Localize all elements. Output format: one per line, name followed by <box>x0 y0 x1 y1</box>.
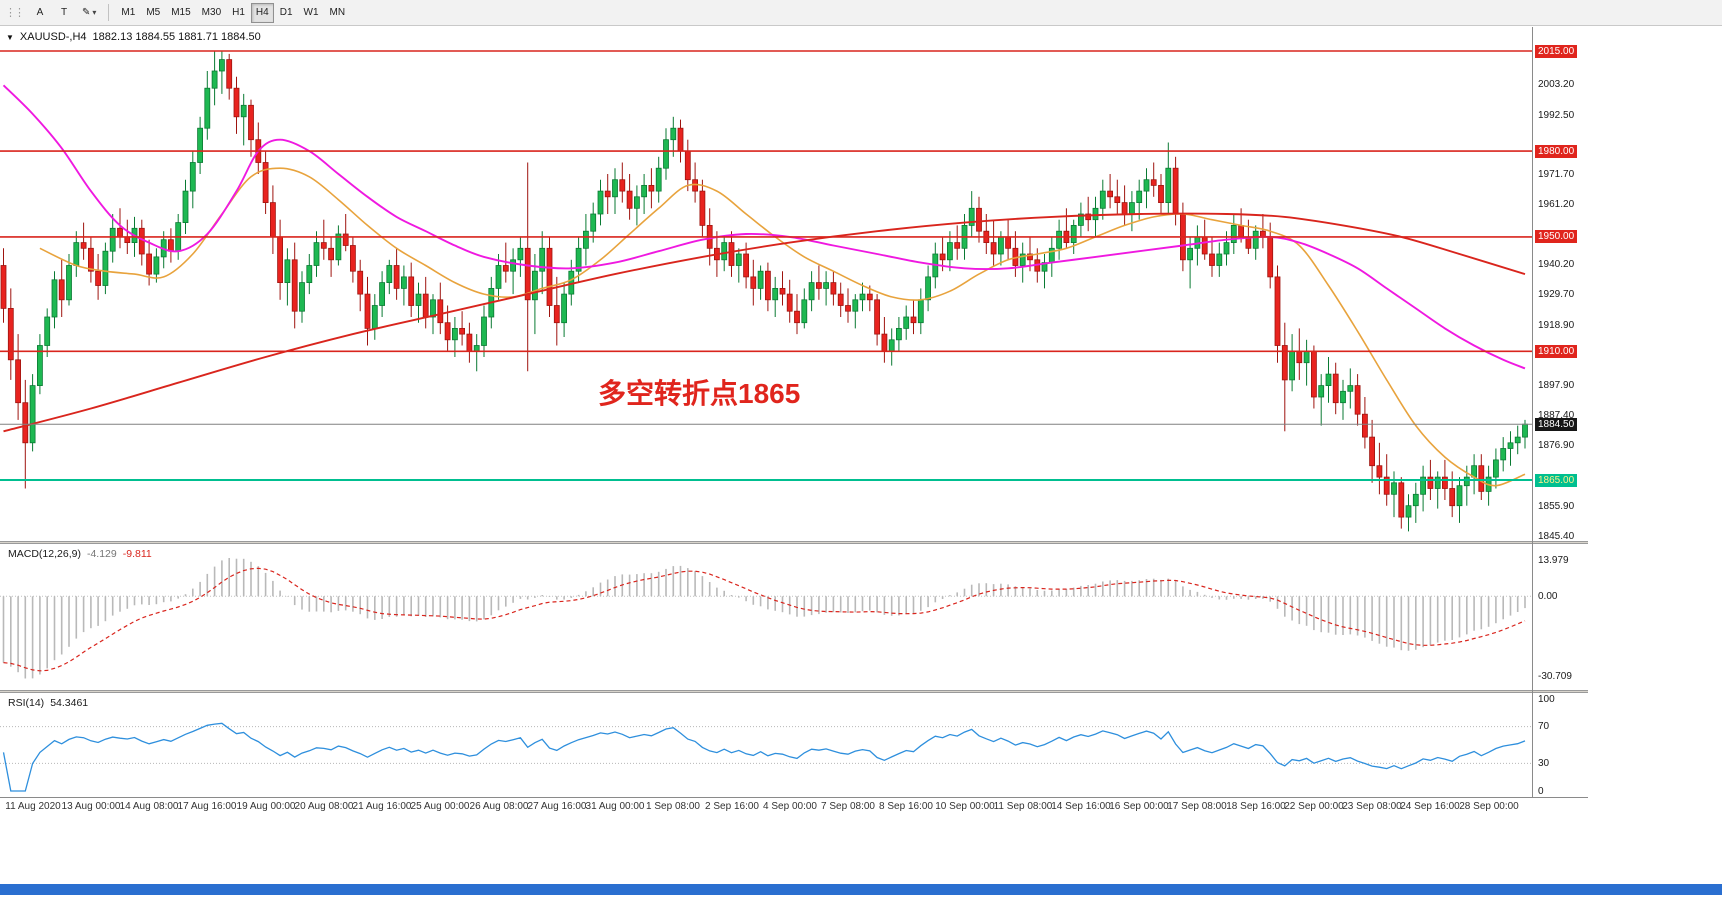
rsi-label: RSI(14) 54.3461 <box>8 697 88 709</box>
time-axis-border <box>0 797 1588 798</box>
text-tool-button[interactable]: A <box>29 3 51 23</box>
timeframe-button-mn[interactable]: MN <box>325 3 351 23</box>
macd-panel-canvas[interactable] <box>0 544 1532 690</box>
rsi-panel-canvas[interactable] <box>0 693 1532 797</box>
rsi-axis-label: 30 <box>1538 758 1550 769</box>
macd-axis-label: -30.709 <box>1538 671 1572 682</box>
time-axis-label: 24 Sep 16:00 <box>1400 801 1460 812</box>
macd-signal-value: -9.811 <box>122 548 152 560</box>
time-axis-label: 16 Sep 00:00 <box>1109 801 1169 812</box>
panel-splitter[interactable] <box>0 541 1588 544</box>
chart-title: ▼ XAUUSD-,H4 1882.13 1884.55 1881.71 188… <box>6 31 261 43</box>
price-axis-label: 1855.90 <box>1538 501 1575 512</box>
price-axis-label: 1865.00 <box>1535 474 1578 487</box>
time-axis-label: 17 Aug 16:00 <box>177 801 237 812</box>
toolbar-separator <box>108 4 110 21</box>
price-axis-label: 1876.90 <box>1538 440 1575 451</box>
timeframe-button-d1[interactable]: D1 <box>275 3 298 23</box>
price-axis-label: 1910.00 <box>1535 345 1578 358</box>
timeframe-button-m30[interactable]: M30 <box>197 3 226 23</box>
time-axis-label: 18 Sep 16:00 <box>1226 801 1286 812</box>
symbol-dropdown-icon[interactable]: ▼ <box>6 32 14 42</box>
price-axis-label: 1845.40 <box>1538 531 1575 542</box>
time-axis-label: 8 Sep 16:00 <box>879 801 933 812</box>
time-axis-label: 21 Aug 16:00 <box>352 801 412 812</box>
time-axis-label: 11 Aug 2020 <box>5 801 61 812</box>
rsi-name: RSI(14) <box>8 697 45 709</box>
taskbar-strip <box>0 884 1722 895</box>
timeframe-button-h4[interactable]: H4 <box>250 2 274 23</box>
time-axis-label: 19 Aug 00:00 <box>236 801 296 812</box>
timeframe-button-m1[interactable]: M1 <box>116 3 140 23</box>
time-axis-label: 14 Aug 08:00 <box>119 801 179 812</box>
toolbar: ⋮⋮ A T ✎ ▾ M1 M5 M15 M30 H1 H4 D1 W1 MN <box>0 0 1722 26</box>
moving-averages-layer <box>2 84 1526 487</box>
timeframe-button-w1[interactable]: W1 <box>299 3 324 23</box>
timeframe-button-group: M1 M5 M15 M30 H1 H4 D1 W1 MN <box>116 2 351 23</box>
price-axis-label: 1940.20 <box>1538 259 1575 270</box>
panel-splitter[interactable] <box>0 690 1588 693</box>
price-axis-label: 1971.70 <box>1538 169 1575 180</box>
price-axis-label: 1887.40 <box>1538 410 1575 421</box>
price-axis-label: 1897.90 <box>1538 380 1575 391</box>
toolbar-grip[interactable]: ⋮⋮ <box>5 7 25 19</box>
time-axis-label: 10 Sep 00:00 <box>935 801 995 812</box>
macd-signal-line <box>3 567 1526 672</box>
draw-tools-dropdown[interactable]: ✎ ▾ <box>77 3 101 23</box>
type-tool-button[interactable]: T <box>53 3 75 23</box>
time-axis-label: 11 Sep 08:00 <box>993 801 1053 812</box>
macd-label: MACD(12,26,9) -4.129 -9.811 <box>8 548 152 560</box>
macd-axis-label: 13.979 <box>1538 555 1569 566</box>
horizontal-lines-layer <box>0 50 1532 481</box>
main-chart-canvas[interactable] <box>0 27 1532 541</box>
timeframe-button-h1[interactable]: H1 <box>227 3 250 23</box>
rsi-axis-label: 100 <box>1538 694 1555 705</box>
price-axis-label: 1884.50 <box>1535 418 1578 431</box>
price-axis-label: 1950.00 <box>1535 230 1578 243</box>
price-axis-label: 1980.00 <box>1535 145 1578 158</box>
pencil-icon: ✎ <box>82 7 91 18</box>
time-axis-label: 27 Aug 16:00 <box>527 801 587 812</box>
time-axis-label: 1 Sep 08:00 <box>646 801 700 812</box>
price-axis-label: 1992.50 <box>1538 110 1575 121</box>
time-axis-label: 14 Sep 16:00 <box>1051 801 1111 812</box>
macd-main-value: -4.129 <box>86 548 117 560</box>
rsi-axis-label: 0 <box>1538 786 1544 797</box>
candles-layer <box>0 51 1528 532</box>
rsi-value: 54.3461 <box>50 697 89 709</box>
macd-name: MACD(12,26,9) <box>8 548 81 560</box>
macd-histogram <box>2 558 1526 679</box>
time-axis-label: 20 Aug 08:00 <box>294 801 354 812</box>
time-axis-label: 2 Sep 16:00 <box>705 801 759 812</box>
chevron-down-icon: ▾ <box>92 8 97 17</box>
time-axis-label: 31 Aug 00:00 <box>585 801 645 812</box>
price-axis-label: 1918.90 <box>1538 320 1575 331</box>
price-axis-label: 1961.20 <box>1538 199 1575 210</box>
chart-title-ohlc: 1882.13 1884.55 1881.71 1884.50 <box>92 31 261 43</box>
macd-axis-label: 0.00 <box>1538 591 1558 602</box>
rsi-line <box>2 722 1526 792</box>
time-axis-label: 25 Aug 00:00 <box>410 801 470 812</box>
time-axis-label: 13 Aug 00:00 <box>61 801 121 812</box>
rsi-axis-label: 70 <box>1538 721 1550 732</box>
time-axis-label: 4 Sep 00:00 <box>763 801 817 812</box>
time-axis-label: 7 Sep 08:00 <box>821 801 875 812</box>
time-axis-label: 17 Sep 08:00 <box>1167 801 1227 812</box>
price-axis-label: 1929.70 <box>1538 289 1575 300</box>
timeframe-button-m5[interactable]: M5 <box>141 3 165 23</box>
time-axis-label: 28 Sep 00:00 <box>1459 801 1519 812</box>
timeframe-button-m15[interactable]: M15 <box>166 3 195 23</box>
price-axis-label: 2015.00 <box>1535 45 1578 58</box>
time-axis-label: 22 Sep 00:00 <box>1284 801 1344 812</box>
price-axis-border <box>1532 27 1533 798</box>
time-axis-label: 26 Aug 08:00 <box>469 801 529 812</box>
price-axis-label: 2003.20 <box>1538 79 1575 90</box>
annotation-text[interactable]: 多空转折点1865 <box>598 378 801 409</box>
time-axis-label: 23 Sep 08:00 <box>1342 801 1402 812</box>
chart-title-symbol: XAUUSD-,H4 <box>19 31 87 43</box>
